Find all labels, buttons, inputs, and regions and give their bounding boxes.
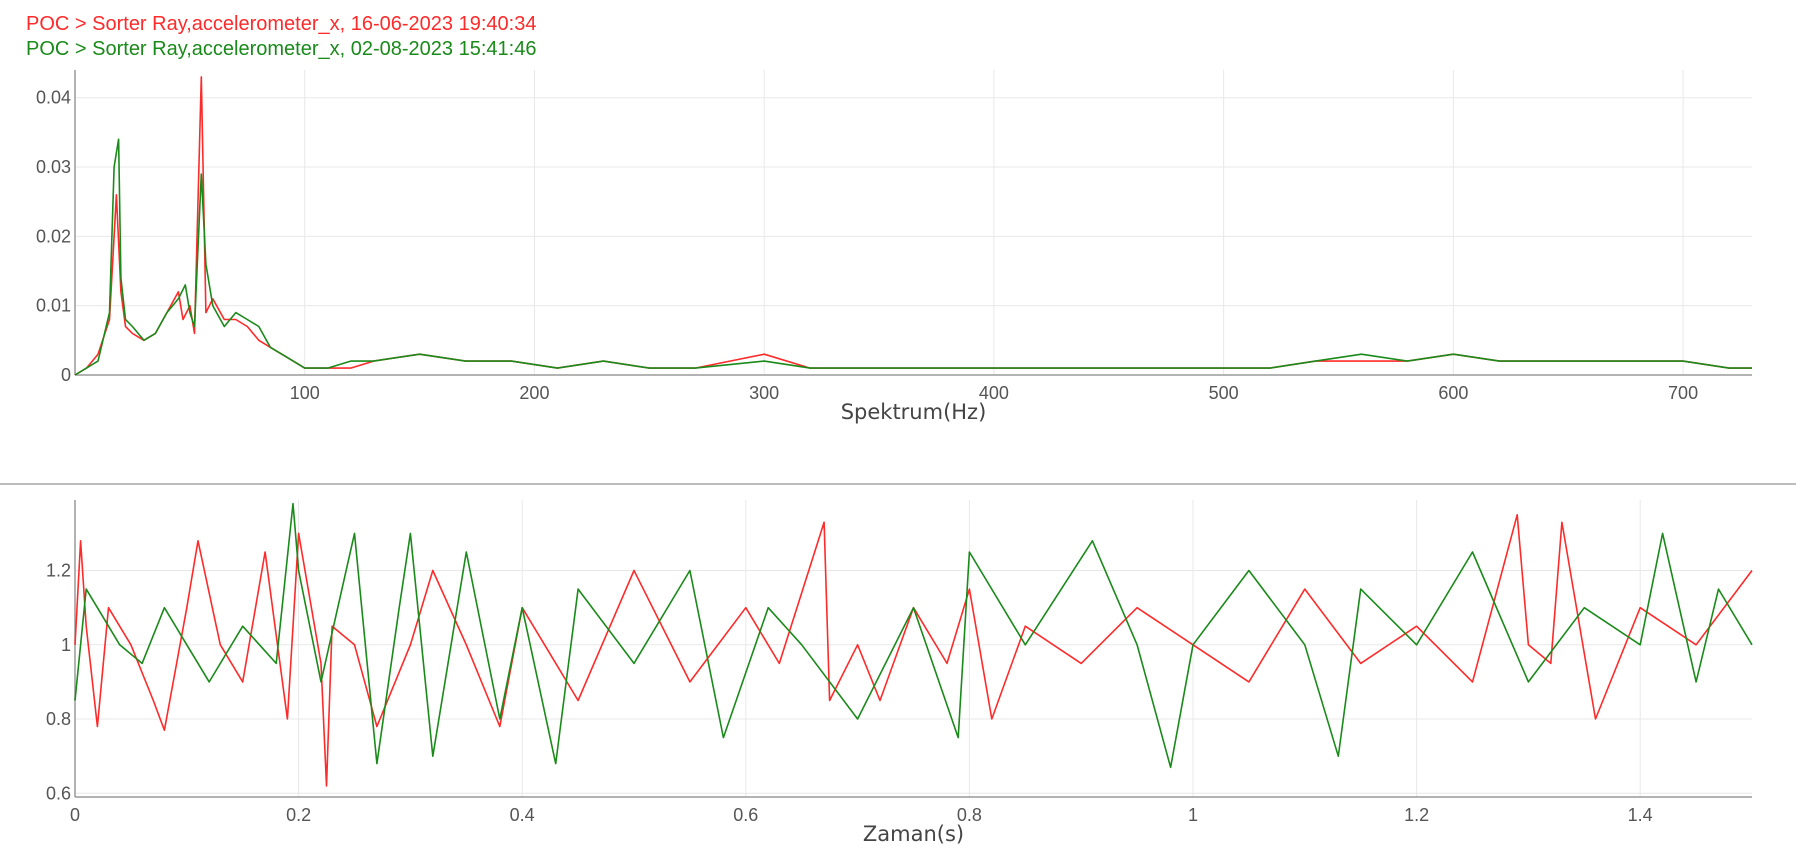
time-x-tick-label: 0.6: [733, 805, 758, 825]
spectrum-x-tick-label: 400: [979, 383, 1009, 403]
time-series-line-a: [74, 513, 1753, 787]
spectrum-chart: 100 200 300 400 500 600 700 0 0.01 0.02 0.03 0.04 Sp…: [36, 70, 1752, 424]
spectrum-y-tick-label: 0.02: [36, 226, 71, 246]
spectrum-y-tick-label: 0.04: [36, 88, 71, 108]
time-x-tick-label: 0.8: [957, 805, 982, 825]
time-x-axis-title: Zaman(s): [863, 822, 964, 846]
spectrum-y-tick-label: 0: [61, 365, 71, 385]
spectrum-x-tick-label: 100: [290, 383, 320, 403]
chart-legend: POC > Sorter Ray,accelerometer_x, 16-06-…: [26, 12, 536, 62]
spectrum-series-line-a: [74, 76, 1752, 376]
time-x-tick-label: 1.4: [1628, 805, 1653, 825]
time-x-tick-label: 0.4: [510, 805, 535, 825]
legend-series-b: POC > Sorter Ray,accelerometer_x, 02-08-…: [26, 38, 537, 60]
spectrum-x-tick-label: 500: [1209, 383, 1239, 403]
spectrum-x-tick-label: 200: [519, 383, 549, 403]
time-series-line-b: [74, 502, 1753, 769]
spectrum-x-tick-label: 700: [1668, 383, 1698, 403]
time-x-tick-label: 0.2: [286, 805, 311, 825]
spectrum-y-tick-label: 0.03: [36, 157, 71, 177]
spectrum-y-tick-label: 0.01: [36, 296, 71, 316]
time-x-tick-label: 1: [1188, 805, 1198, 825]
time-y-tick-label: 0.8: [46, 709, 71, 729]
spectrum-x-axis-title: Spektrum(Hz): [841, 400, 987, 424]
legend-series-a: POC > Sorter Ray,accelerometer_x, 16-06-…: [26, 13, 537, 35]
time-x-tick-label: 0: [70, 805, 80, 825]
spectrum-x-tick-label: 300: [749, 383, 779, 403]
spectrum-x-tick-label: 600: [1438, 383, 1468, 403]
time-y-tick-label: 1.2: [46, 561, 71, 581]
time-y-tick-label: 1: [61, 635, 71, 655]
time-y-tick-label: 0.6: [46, 783, 71, 803]
time-x-tick-label: 1.2: [1404, 805, 1429, 825]
spectrum-series-line-b: [74, 138, 1752, 376]
time-chart: 0 0.2 0.4 0.6 0.8 1 1.2 1.4 0.6 0.8 1 1.2 Zaman(s): [46, 500, 1753, 846]
